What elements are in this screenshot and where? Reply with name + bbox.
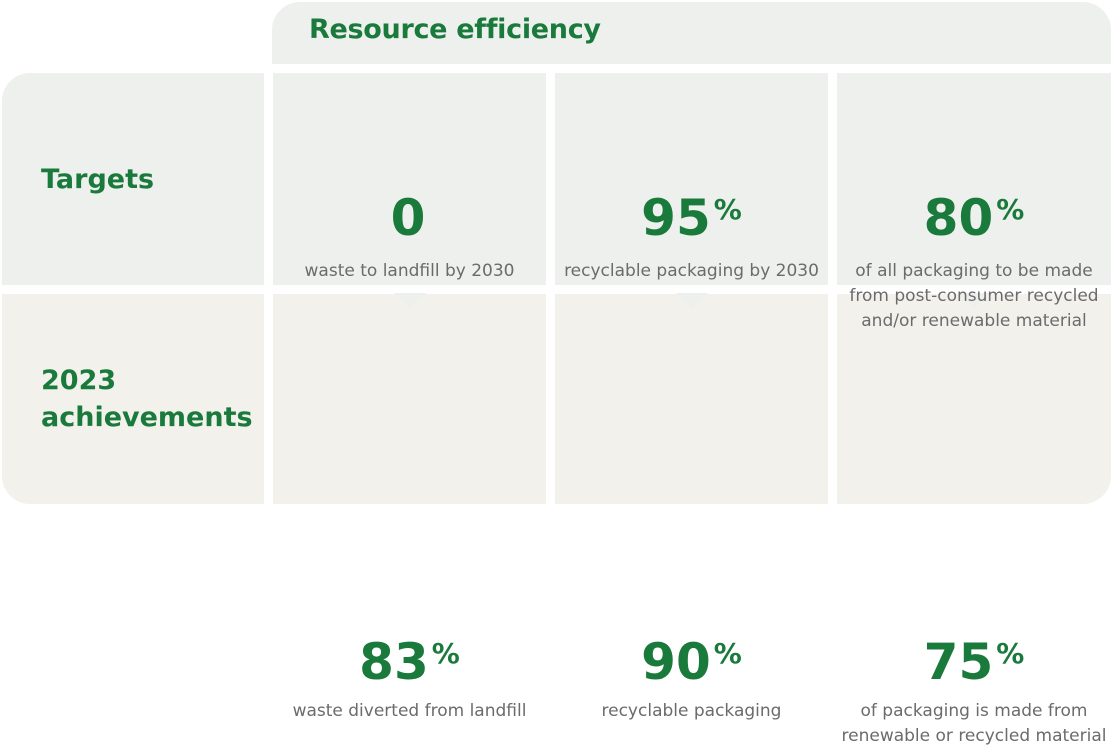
achievement-content-1: 83% waste diverted from landfill	[273, 294, 546, 721]
achievement-description: waste diverted from landfill	[292, 701, 527, 721]
target-card-recycled-material	[837, 73, 1111, 285]
target-description: waste to landfill by 2030	[304, 261, 515, 281]
target-value: 95%	[641, 189, 742, 247]
achievement-content-2: 90% recyclable packaging	[555, 294, 828, 721]
down-arrow-icon	[394, 293, 426, 309]
targets-label: Targets	[41, 163, 155, 195]
target-description: of all packaging to be made from post-co…	[849, 261, 1099, 331]
down-arrow-icon	[958, 293, 990, 309]
target-value: 80%	[923, 189, 1025, 247]
target-card-waste	[273, 73, 546, 285]
achievement-card-recyclable	[555, 294, 828, 504]
achievement-value: 83%	[359, 633, 460, 691]
target-value: 0	[390, 189, 426, 247]
achievement-content-3: 75% of packaging is made from renewable …	[837, 294, 1111, 746]
achievement-value: 90%	[641, 633, 742, 691]
achievement-card-waste	[273, 294, 546, 504]
section-title: Resource efficiency	[309, 14, 601, 45]
target-content-1: 0 waste to landfill by 2030	[273, 73, 546, 285]
achievements-label-text: achievements	[41, 402, 253, 433]
target-description: recyclable packaging by 2030	[564, 261, 819, 281]
target-card-recyclable	[555, 73, 828, 285]
row-label-achievements: 2023 achievements	[2, 294, 264, 504]
target-content-3: 80% of all packaging to be made from pos…	[837, 73, 1111, 331]
achievement-value: 75%	[923, 633, 1025, 691]
target-content-2: 95% recyclable packaging by 2030	[555, 73, 828, 285]
row-label-targets: Targets	[2, 73, 264, 285]
achievement-description: of packaging is made from renewable or r…	[841, 701, 1107, 746]
section-header: Resource efficiency	[272, 2, 1111, 64]
down-arrow-icon	[676, 293, 708, 309]
achievements-label-year: 2023	[41, 365, 117, 396]
achievement-description: recyclable packaging	[601, 701, 782, 721]
achievement-card-recycled-material	[837, 294, 1111, 504]
